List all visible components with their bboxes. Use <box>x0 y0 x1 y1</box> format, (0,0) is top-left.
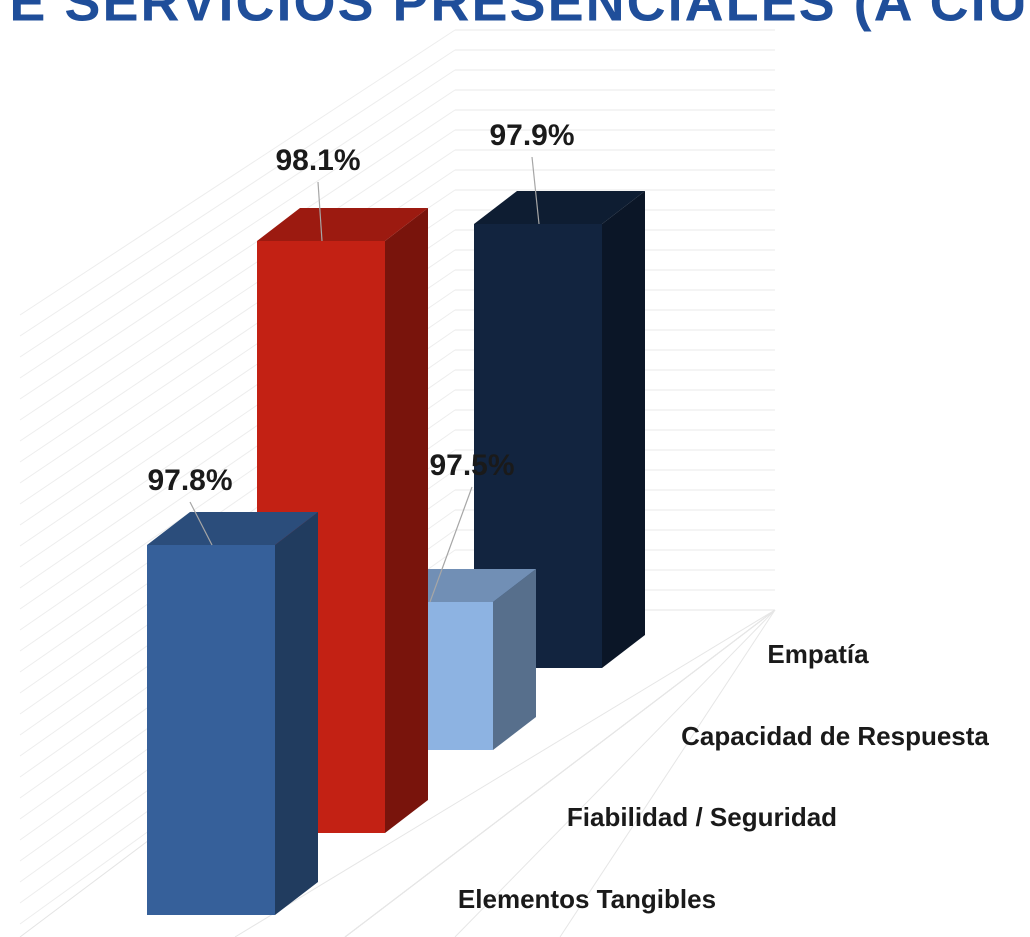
category-label: Elementos Tangibles <box>458 884 716 914</box>
bar-side <box>275 512 318 915</box>
bar-top <box>474 191 645 224</box>
chart-title: E SERVICIOS PRESENCIALES (A CIUDA <box>9 0 1030 32</box>
leader-line <box>189 501 213 546</box>
category-label: Fiabilidad / Seguridad <box>567 802 837 832</box>
category-label: Empatía <box>767 639 869 669</box>
value-label: 97.5% <box>429 449 514 482</box>
bar-front <box>147 545 275 915</box>
bar-side <box>385 208 428 833</box>
leader-line <box>531 156 540 225</box>
bar <box>474 191 645 668</box>
bar-top <box>147 512 318 545</box>
bar-side <box>493 569 536 750</box>
value-label: 97.9% <box>489 119 574 152</box>
value-label: 97.8% <box>147 464 232 497</box>
floor-line <box>559 609 776 937</box>
side-wall-line <box>19 149 456 442</box>
side-wall-line <box>19 89 456 379</box>
bar <box>147 512 318 915</box>
category-label: Capacidad de Respuesta <box>681 721 989 751</box>
value-label: 98.1% <box>275 144 360 177</box>
side-wall-line <box>19 69 456 358</box>
floor-line <box>454 609 776 937</box>
floor-line <box>344 609 776 937</box>
side-wall-line <box>19 49 456 337</box>
bar-top <box>257 208 428 241</box>
side-wall-line <box>19 109 456 400</box>
side-wall-line <box>19 29 456 316</box>
side-wall-line <box>19 129 456 421</box>
floor-line <box>234 609 776 937</box>
leader-line <box>429 486 473 603</box>
bar-side <box>602 191 645 668</box>
leader-line <box>317 181 323 242</box>
